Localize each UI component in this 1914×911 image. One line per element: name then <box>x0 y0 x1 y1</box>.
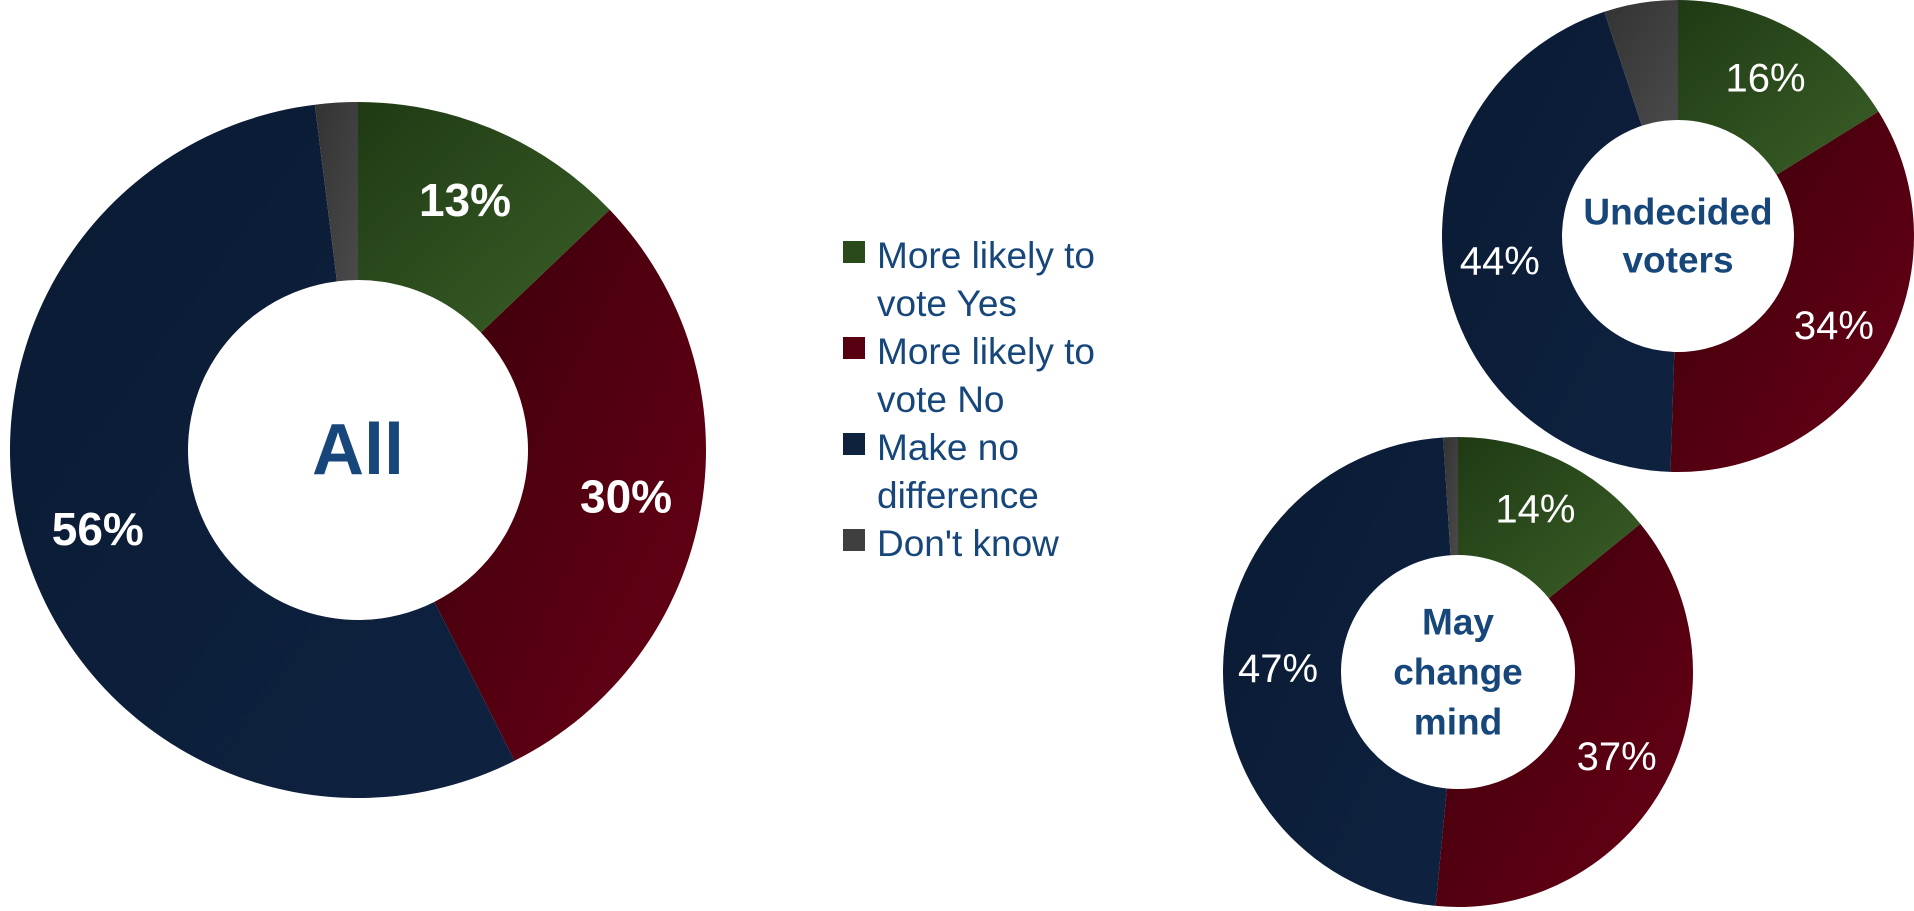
slice-dont-know <box>1604 0 1678 126</box>
slice-yes <box>1458 437 1641 599</box>
chart-legend: More likely to vote Yes More likely to v… <box>843 232 1143 568</box>
slice-yes <box>358 102 610 333</box>
slice-no <box>1670 111 1914 472</box>
slice-dont-know <box>1443 437 1458 556</box>
data-label-no-difference: 47% <box>1238 647 1318 691</box>
data-label-no: 30% <box>580 470 672 522</box>
data-label-no-difference: 44% <box>1460 240 1540 284</box>
legend-swatch-yes <box>843 241 865 263</box>
donut-all: 13% 30% 56% All <box>10 102 706 798</box>
slice-no <box>1435 523 1693 907</box>
donut-undecided-voters: 16% 34% 44% Undecided voters <box>1442 0 1914 472</box>
donut-center-title: All <box>312 410 404 490</box>
slice-no-difference <box>1223 437 1451 906</box>
data-label-no: 37% <box>1577 735 1657 779</box>
legend-swatch-no <box>843 337 865 359</box>
slice-yes <box>1678 0 1879 175</box>
legend-item-yes: More likely to vote Yes <box>843 232 1143 328</box>
slice-no-difference <box>1442 11 1675 472</box>
legend-swatch-no-difference <box>843 433 865 455</box>
legend-label-no-difference: Make no difference <box>877 427 1039 516</box>
data-label-yes: 14% <box>1495 487 1575 531</box>
data-label-no: 34% <box>1794 304 1874 348</box>
legend-swatch-dont-know <box>843 529 865 551</box>
legend-label-no: More likely to vote No <box>877 331 1095 420</box>
legend-item-no: More likely to vote No <box>843 328 1143 424</box>
legend-label-yes: More likely to vote Yes <box>877 235 1095 324</box>
data-label-yes: 16% <box>1725 57 1805 101</box>
legend-label-dont-know: Don't know <box>877 523 1059 564</box>
data-label-no-difference: 56% <box>52 503 144 555</box>
donut-center-title: May change mind <box>1393 602 1523 743</box>
donut-center-title: Undecided voters <box>1583 192 1772 281</box>
donut-may-change-mind: 14% 37% 47% May change mind <box>1223 437 1693 907</box>
data-label-yes: 13% <box>419 174 511 226</box>
slice-no-difference <box>10 104 515 798</box>
legend-item-dont-know: Don't know <box>843 520 1143 568</box>
slice-no <box>434 209 706 761</box>
legend-item-no-difference: Make no difference <box>843 424 1143 520</box>
slice-dont-know <box>314 102 358 282</box>
